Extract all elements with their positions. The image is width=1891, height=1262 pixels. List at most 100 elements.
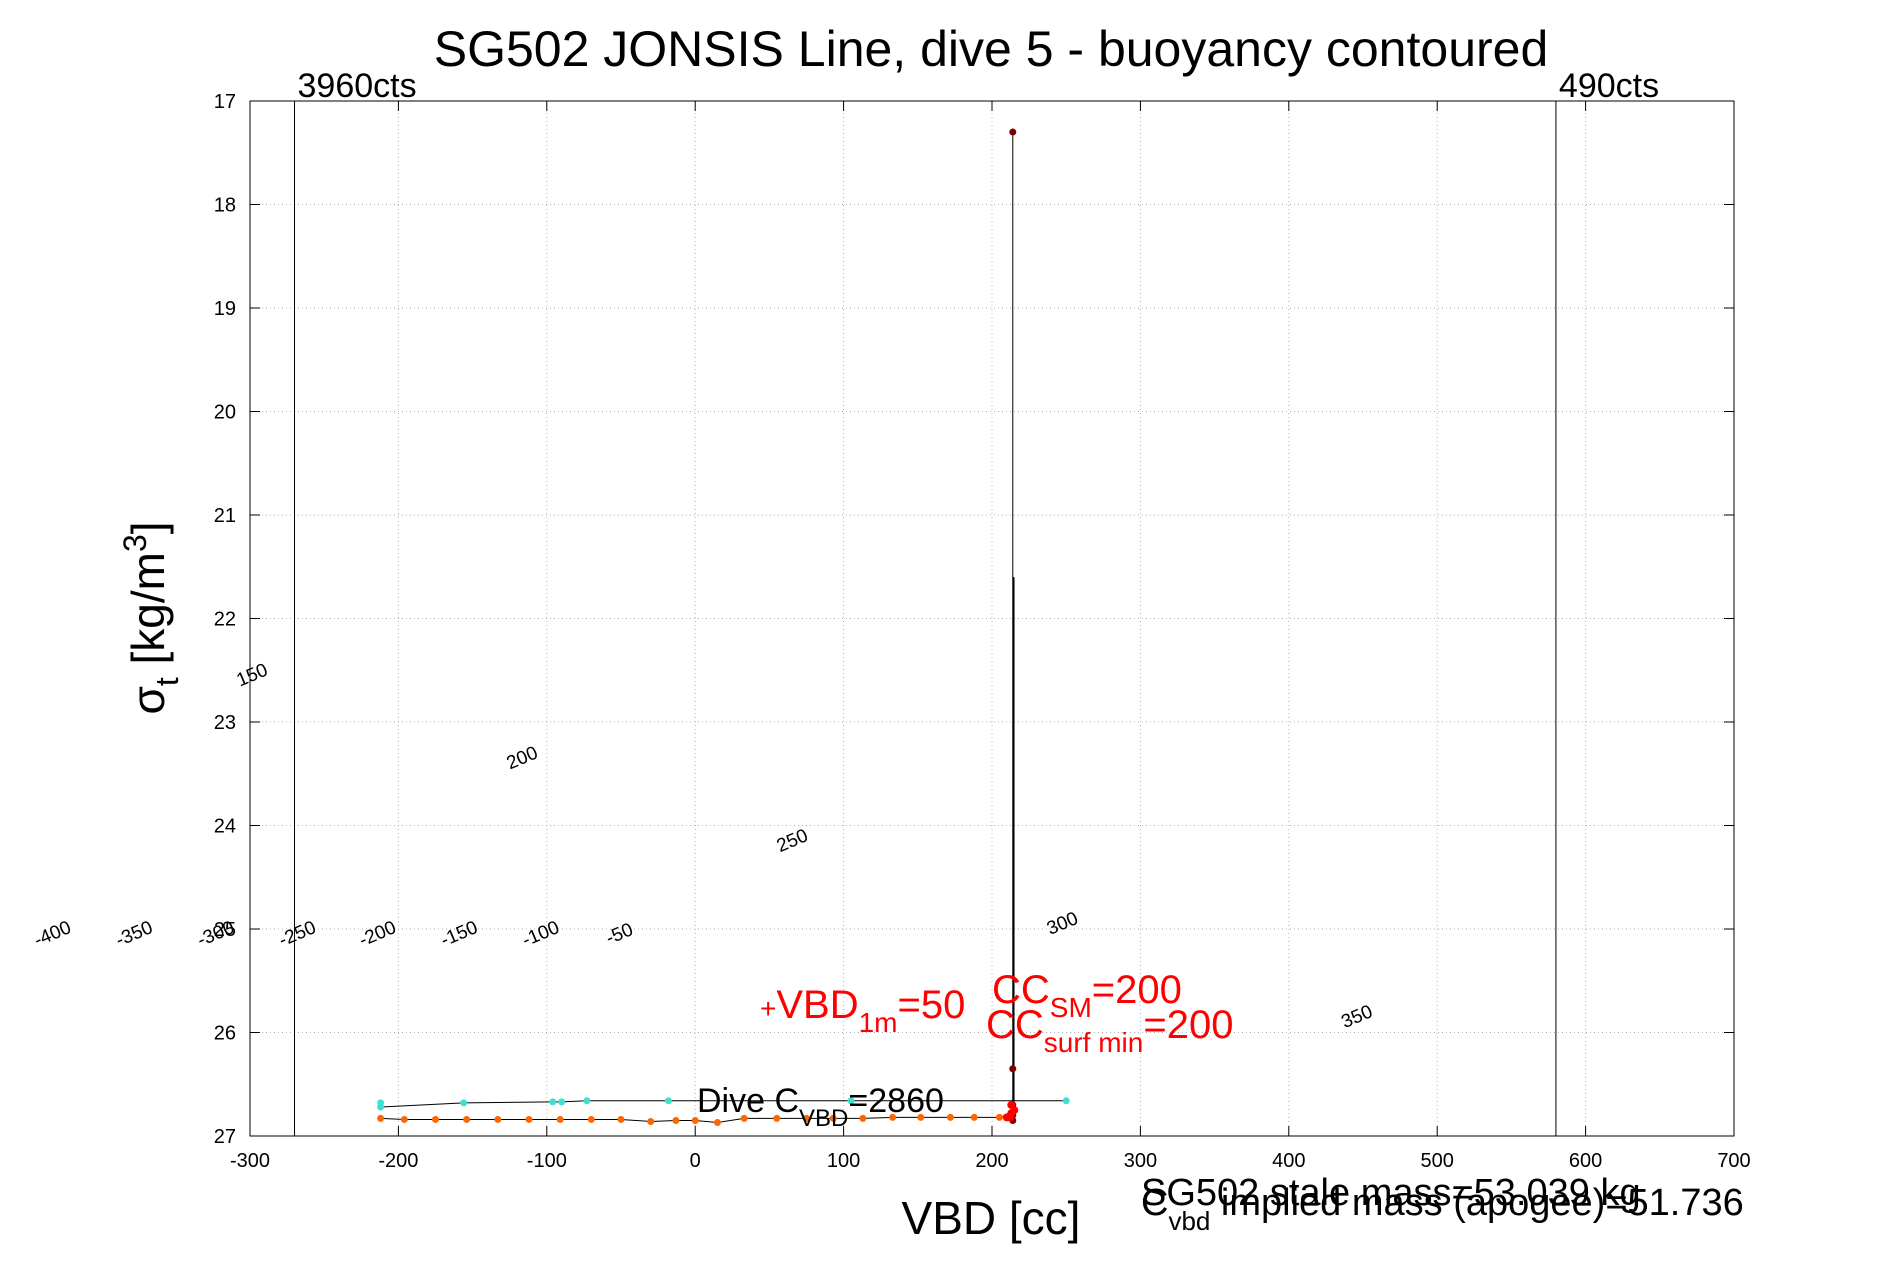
x-tick-label: -200 <box>378 1150 418 1172</box>
dive-cvbd-sub: VBD <box>799 1105 848 1132</box>
x-tick-label: 0 <box>690 1150 701 1172</box>
stale-mass-annotation: SG502 stale mass=53.039 kg <box>1141 1172 1641 1214</box>
data-point <box>995 1113 1003 1121</box>
data-point <box>583 1097 591 1105</box>
data-point <box>377 1114 385 1122</box>
contour-label-right: 250 <box>774 825 811 857</box>
x-tick-label: 400 <box>1272 1150 1305 1172</box>
cc-surf-main: CC <box>986 1003 1044 1047</box>
data-point <box>970 1113 978 1121</box>
contour-label-lower: -150 <box>438 917 481 951</box>
data-point <box>400 1115 408 1123</box>
contour-label-lower: -200 <box>356 917 399 951</box>
contour-label-lower: -100 <box>519 917 562 951</box>
axis-ticks: -300 -200 -100 0 100 200 300 400 500 600 700 17 18 19… <box>214 91 1751 1172</box>
dive-cvbd-annotation: Dive CVBD=2860 <box>697 1082 944 1132</box>
vbd-1m-sub: 1m <box>859 1007 898 1038</box>
y-tick-label: 20 <box>214 402 236 424</box>
y-tick-label: 26 <box>214 1023 236 1045</box>
y-tick-label: 25 <box>214 919 236 941</box>
chart-title: SG502 JONSIS Line, dive 5 - buoyancy con… <box>434 21 1549 77</box>
cc-sm-main: CC <box>992 968 1050 1012</box>
data-series <box>377 128 1070 1127</box>
contour-label-lower: -50 <box>603 919 636 949</box>
data-point <box>691 1116 699 1124</box>
cc-sm-sub: SM <box>1050 992 1092 1023</box>
data-point <box>377 1103 385 1111</box>
y-axis-subscript: t <box>149 677 185 686</box>
implied-sub: vbd <box>1168 1206 1210 1236</box>
contour-label-lower: -350 <box>113 917 156 951</box>
y-tick-label: 22 <box>214 609 236 631</box>
data-point <box>829 1114 837 1122</box>
data-point <box>463 1115 471 1123</box>
data-point <box>672 1116 680 1124</box>
y-tick-label: 21 <box>214 505 236 527</box>
data-point <box>558 1098 566 1106</box>
data-point <box>713 1119 721 1127</box>
implied-mass-annotation: Cvbd implied mass (apogee)=51.736 <box>1141 1182 1744 1236</box>
x-tick-label: 300 <box>1124 1150 1157 1172</box>
vbd-1m-annotation: +VBD1m=50 <box>760 983 965 1038</box>
y-axis-label: σt [kg/m3] <box>117 521 185 714</box>
data-point <box>617 1115 625 1123</box>
x-axis-label: VBD [cc] <box>902 1192 1081 1244</box>
cc-surf-min-annotation: CCsurf min=200 <box>986 1003 1233 1058</box>
series-line <box>380 1114 1010 1124</box>
y-axis-superscript: 3 <box>117 534 153 552</box>
data-point <box>847 1097 855 1105</box>
buoyancy-contours: -500-450-400-350-300-250-200-150-100-500… <box>0 577 1376 1033</box>
implied-value: implied mass (apogee)=51.736 <box>1210 1182 1743 1224</box>
data-point <box>946 1113 954 1121</box>
cc-surf-value: =200 <box>1143 1003 1233 1047</box>
data-point <box>917 1113 925 1121</box>
x-tick-label: 200 <box>975 1150 1008 1172</box>
y-axis-symbol: σ <box>122 686 174 714</box>
vbd-limit-label: 490cts <box>1559 67 1659 105</box>
y-axis-unit: [kg/m <box>122 552 174 677</box>
data-point <box>773 1114 781 1122</box>
data-point <box>549 1098 557 1106</box>
y-tick-label: 17 <box>214 91 236 113</box>
y-tick-label: 18 <box>214 195 236 217</box>
dive-cvbd-value: =2860 <box>848 1082 944 1120</box>
vbd-1m-main: VBD <box>776 983 858 1027</box>
contour-label-right: 200 <box>504 742 541 774</box>
cc-sm-annotation: CCSM=200 <box>992 968 1182 1023</box>
contour-label-right: 150 <box>234 660 271 692</box>
grid <box>250 101 1734 1136</box>
vbd-1m-plus: + <box>760 993 776 1024</box>
x-tick-label: 100 <box>827 1150 860 1172</box>
cc-point <box>1002 1113 1011 1122</box>
contour-label-lower: -250 <box>276 917 319 951</box>
cc-surf-sub: surf min <box>1044 1027 1144 1058</box>
data-point <box>803 1114 810 1122</box>
data-point <box>740 1114 748 1122</box>
vbd-limit-label: 3960cts <box>298 67 417 105</box>
contour-label-right: 350 <box>1338 1001 1375 1033</box>
x-tick-label: 500 <box>1421 1150 1454 1172</box>
data-point <box>1009 128 1017 136</box>
y-tick-label: 24 <box>214 816 236 838</box>
y-tick-label: 23 <box>214 712 236 734</box>
vbd-1m-value: =50 <box>898 983 966 1027</box>
data-point <box>1062 1097 1070 1105</box>
cc-point <box>1010 1106 1019 1115</box>
data-point <box>556 1115 564 1123</box>
data-point <box>587 1115 595 1123</box>
contour-label-right: 100 <box>0 577 2 609</box>
data-point <box>1009 1065 1017 1073</box>
data-point <box>525 1115 533 1123</box>
x-tick-label: 700 <box>1717 1150 1750 1172</box>
data-point <box>647 1118 655 1126</box>
implied-main: C <box>1141 1182 1168 1224</box>
vbd-limit-lines: 3960cts 490cts <box>294 67 1659 1136</box>
data-point <box>664 1097 672 1105</box>
contour-label-right: 300 <box>1044 908 1081 940</box>
y-axis-close: ] <box>122 521 174 534</box>
data-point <box>432 1115 439 1123</box>
cc-sm-value: =200 <box>1092 968 1182 1012</box>
data-point <box>494 1115 502 1123</box>
y-tick-label: 19 <box>214 298 236 320</box>
